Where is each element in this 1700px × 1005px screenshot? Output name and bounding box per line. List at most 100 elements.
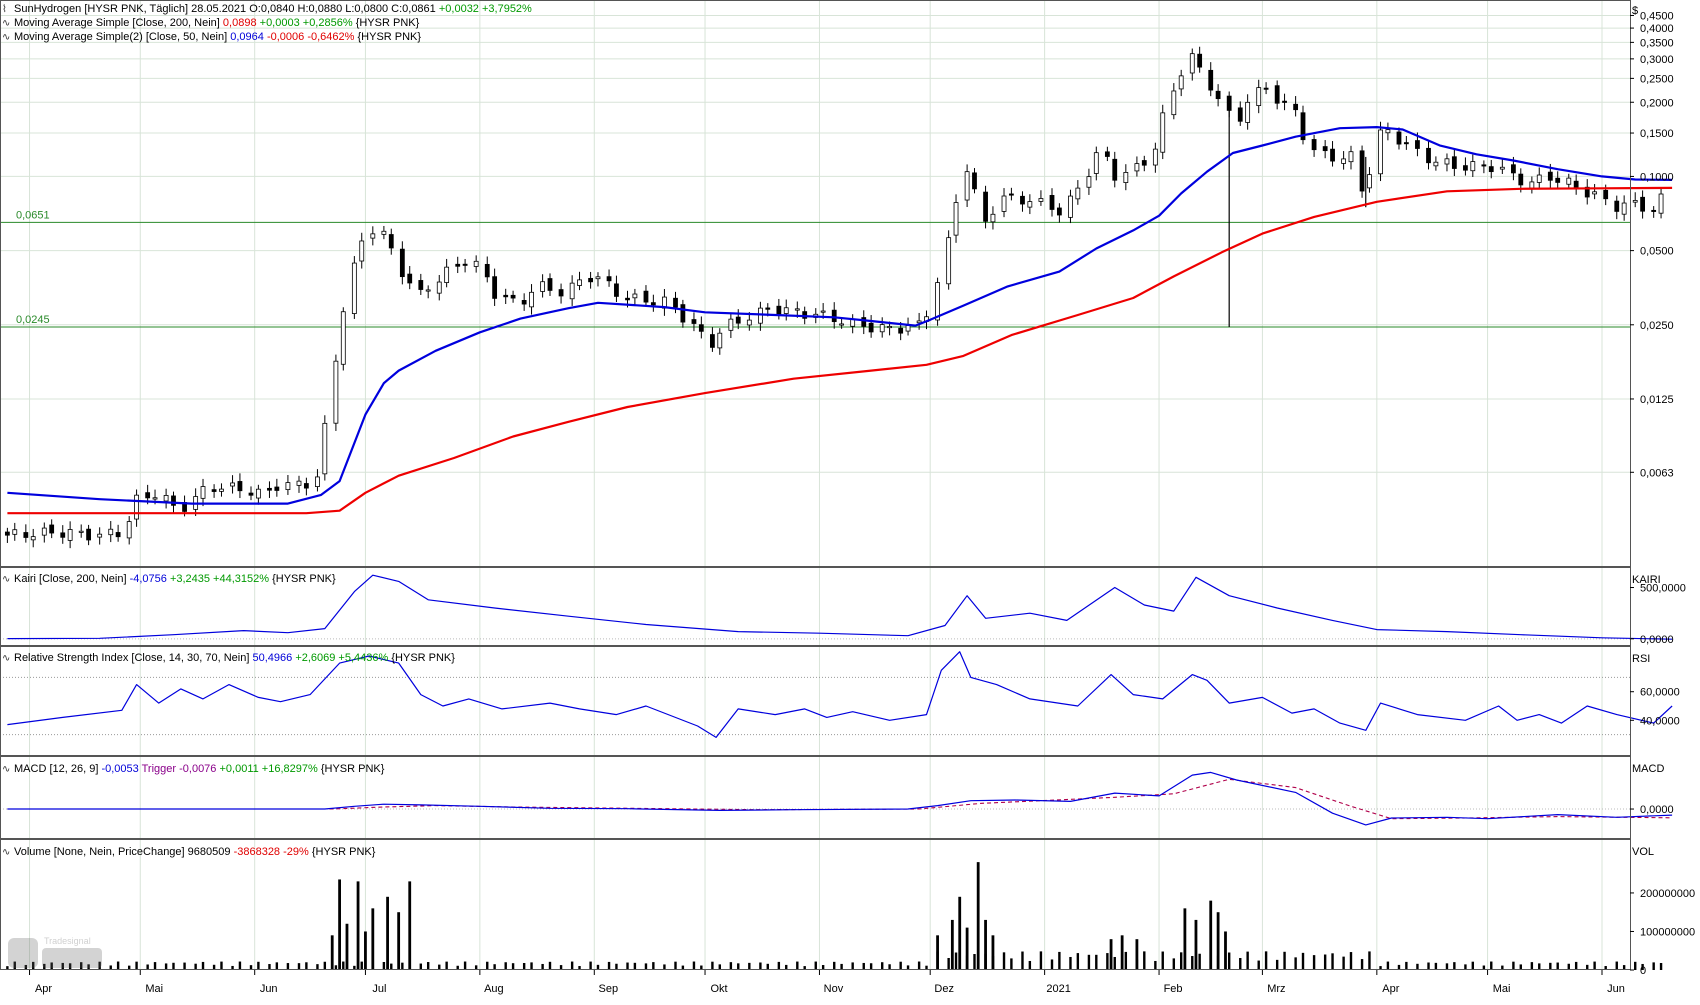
candle-body: [588, 277, 593, 283]
y-tick-label: 500,0000: [1640, 583, 1686, 595]
volume-bar: [1416, 963, 1419, 970]
volume-bar: [1512, 961, 1515, 970]
candle-body: [1215, 90, 1221, 100]
y-tick-label: 0,0250: [1640, 320, 1674, 332]
volume-bar: [1135, 939, 1139, 970]
candle-body: [484, 263, 490, 278]
candle-body: [916, 320, 922, 324]
candle-body: [1282, 100, 1287, 103]
candle-body: [152, 497, 158, 500]
ma200-value: 0,0898: [222, 17, 257, 29]
volume-bar: [1593, 961, 1596, 970]
volume-bar: [950, 919, 954, 970]
candle-body: [41, 527, 47, 536]
volume-bar: [1331, 953, 1334, 970]
candle-body: [614, 283, 619, 297]
candle-body: [381, 230, 387, 235]
candle-body: [606, 276, 612, 282]
volume-bar: [965, 927, 969, 970]
candle-body: [333, 360, 339, 424]
candle-body: [78, 530, 84, 533]
candle-body: [673, 297, 678, 308]
price-legend: ⌇ SunHydrogen [HYSR PNK, Täglich] 28.05.2…: [2, 2, 532, 17]
volume-bar: [899, 961, 902, 970]
candle-body: [1300, 112, 1306, 141]
candle-body: [1322, 146, 1328, 152]
volume-bar: [1538, 963, 1541, 970]
volume-bars: [6, 862, 1663, 970]
indicator-icon: ∿: [2, 847, 11, 858]
candle-body: [1415, 140, 1420, 149]
support-lines: 0,0651 0,0245: [0, 209, 1630, 328]
volume-bar: [1172, 958, 1176, 970]
volume-bar: [1312, 955, 1316, 970]
candle-body: [1001, 195, 1007, 212]
volume-bar: [1471, 961, 1475, 970]
volume-bar: [1342, 956, 1345, 970]
candle-body: [322, 422, 328, 475]
candle-body: [521, 300, 527, 305]
volume-bar: [1386, 961, 1390, 970]
candle-body: [1367, 174, 1372, 189]
volume-bar: [68, 963, 72, 970]
x-tick-label: Sep: [599, 983, 619, 995]
panel-frame: [0, 756, 1631, 839]
volume-bar: [607, 961, 611, 970]
volume-bar: [821, 965, 825, 970]
volume-bar: [1050, 959, 1054, 970]
candle-body: [1197, 53, 1203, 68]
volume-bar: [80, 962, 83, 970]
y-tick-label: 0,2500: [1640, 73, 1674, 85]
candle-body: [12, 529, 18, 535]
candle-body: [1038, 198, 1044, 202]
volume-bar: [1283, 951, 1286, 970]
volume-bar: [438, 964, 441, 970]
volume-bar: [13, 961, 16, 970]
candle-body: [219, 488, 224, 492]
candle-body: [163, 495, 169, 502]
macd-legend: ∿ MACD [12, 26, 9] -0,0053 Trigger -0,007…: [2, 762, 384, 777]
candle-body: [1481, 164, 1487, 167]
axes: Apr Mai Jun Jul Aug Sep Okt Nov Dez 2021 Feb Mrz Apr…: [29, 5, 1695, 995]
indicator-icon: ∿: [2, 32, 11, 43]
candle-body: [569, 282, 575, 300]
candle-body: [425, 289, 431, 292]
macd-name: MACD [12, 26, 9]: [14, 763, 99, 775]
macd-value: -0,0053: [101, 763, 139, 775]
candle-body: [820, 310, 826, 313]
candle-body: [735, 316, 741, 324]
volume-bar: [345, 923, 349, 970]
candle-body: [595, 276, 601, 280]
candle-body: [455, 263, 461, 267]
quote-change: +0,0032 +3,7952%: [438, 3, 532, 15]
macd-trigger-label: Trigger: [141, 763, 177, 775]
volume-bar: [522, 963, 526, 970]
volume-bar: [1058, 951, 1061, 970]
candle-body: [1330, 148, 1335, 162]
volume-bar: [342, 961, 345, 970]
candle-body: [315, 476, 320, 487]
candle-body: [1056, 207, 1062, 216]
candle-body: [643, 290, 649, 303]
volume-bar: [511, 963, 515, 970]
volume-bar: [1622, 965, 1626, 970]
volume-bar: [881, 962, 884, 970]
candle-body: [436, 281, 442, 294]
volume-bar: [652, 962, 655, 970]
volume-bar: [1615, 961, 1618, 970]
kairi-change: +3,2435 +44,3152%: [169, 573, 270, 585]
volume-bar: [615, 963, 618, 970]
candle-body: [1348, 151, 1354, 163]
candle-body: [717, 332, 723, 349]
indicator-icon: ∿: [2, 18, 11, 29]
candle-body: [861, 317, 867, 327]
volume-bar: [1482, 965, 1486, 970]
candle-body: [680, 304, 686, 323]
ma200-name: Moving Average Simple [Close, 200, Nein]: [14, 17, 220, 29]
candle-body: [296, 480, 302, 486]
volume-bar: [231, 965, 234, 970]
kairi-line: [7, 574, 1673, 640]
macd-tag: {HYSR PNK}: [320, 763, 385, 775]
candle-body: [97, 533, 103, 538]
